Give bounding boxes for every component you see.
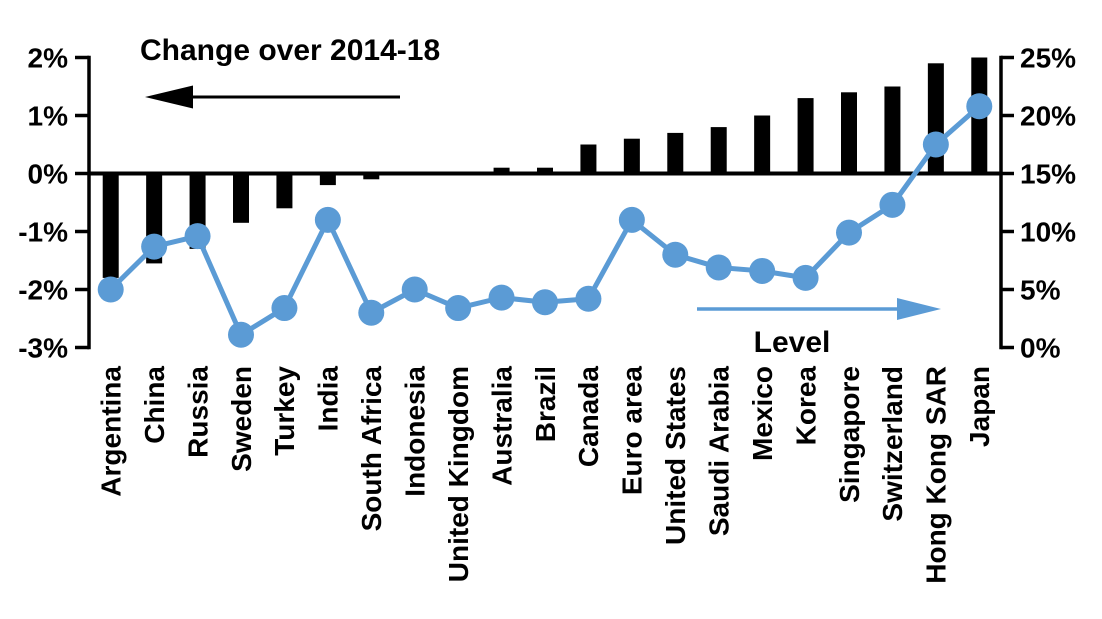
- bar-switzerland: [884, 86, 901, 174]
- category-label-indonesia: Indonesia: [400, 366, 431, 497]
- bar-korea: [797, 98, 814, 174]
- left-arrow-icon: [145, 85, 193, 109]
- bar-saudi-arabia: [710, 127, 727, 174]
- bar-mexico: [754, 115, 771, 174]
- level-marker-korea: [792, 264, 819, 291]
- category-label-hong-kong-sar: Hong Kong SAR: [921, 366, 952, 584]
- bar-australia: [493, 167, 510, 174]
- left-axis-tick-label: 1%: [28, 100, 69, 131]
- bar-india: [319, 173, 336, 186]
- category-label-russia: Russia: [182, 366, 213, 458]
- level-marker-canada: [575, 285, 602, 312]
- level-marker-argentina: [97, 276, 124, 303]
- category-label-united-states: United States: [660, 366, 691, 545]
- category-label-japan: Japan: [964, 366, 995, 447]
- category-axis-labels: Argentina China Russia Sweden Turkey India Sou…: [96, 366, 996, 584]
- level-marker-euro-area: [618, 206, 645, 233]
- category-label-india: India: [313, 366, 344, 432]
- level-marker-saudi-arabia: [705, 254, 732, 281]
- level-marker-japan: [966, 93, 993, 120]
- level-marker-brazil: [532, 289, 558, 316]
- level-marker-turkey: [271, 295, 298, 322]
- level-marker-united-states: [662, 241, 689, 268]
- right-series-annotation: Level: [697, 298, 941, 359]
- bar-argentina: [102, 173, 119, 278]
- bar-turkey: [276, 173, 293, 209]
- right-axis-tick-label: 0%: [1020, 332, 1061, 363]
- left-axis-tick-label: -2%: [18, 274, 68, 305]
- level-marker-indonesia: [401, 276, 428, 303]
- line-series: [97, 93, 993, 348]
- bar-series: [102, 57, 988, 278]
- category-label-korea: Korea: [790, 366, 821, 446]
- right-axis-tick-label: 5%: [1020, 274, 1061, 305]
- category-label-sweden: Sweden: [226, 366, 257, 472]
- bar-brazil: [537, 167, 553, 174]
- level-marker-sweden: [228, 321, 254, 348]
- level-marker-hong-kong-sar: [922, 131, 949, 158]
- level-marker-singapore: [836, 219, 862, 246]
- level-marker-south-africa: [358, 299, 385, 326]
- right-axis-tick-label: 15%: [1020, 158, 1076, 189]
- category-label-mexico: Mexico: [747, 366, 778, 461]
- right-axis-tick-label: 10%: [1020, 216, 1076, 247]
- left-axis-tick-label: -3%: [18, 332, 68, 363]
- left-axis-tick-label: 0%: [28, 158, 69, 189]
- category-label-united-kingdom: United Kingdom: [443, 366, 474, 582]
- category-label-argentina: Argentina: [96, 366, 127, 497]
- category-label-turkey: Turkey: [269, 366, 300, 456]
- level-marker-russia: [184, 223, 211, 250]
- level-marker-mexico: [749, 257, 776, 284]
- level-marker-united-kingdom: [445, 295, 472, 322]
- axes: 2% 1% 0% -1% -2% -3% 25% 20% 15% 10% 5% 0%: [18, 42, 1076, 363]
- left-series-title: Change over 2014-18: [140, 34, 440, 67]
- category-label-singapore: Singapore: [834, 366, 865, 503]
- category-label-switzerland: Switzerland: [877, 366, 908, 522]
- bar-united-states: [667, 132, 684, 174]
- category-label-euro-area: Euro area: [617, 366, 648, 496]
- level-marker-china: [141, 233, 168, 260]
- category-label-south-africa: South Africa: [356, 366, 387, 532]
- bar-euro-area: [623, 138, 640, 174]
- right-axis-tick-label: 20%: [1020, 100, 1076, 131]
- left-axis-tick-label: -1%: [18, 216, 68, 247]
- category-label-saudi-arabia: Saudi Arabia: [704, 366, 735, 537]
- bar-sweden: [233, 173, 249, 223]
- level-marker-india: [314, 206, 341, 233]
- bar-south-africa: [363, 173, 380, 180]
- right-axis-tick-label: 25%: [1020, 42, 1076, 73]
- category-label-brazil: Brazil: [530, 366, 561, 442]
- category-label-australia: Australia: [486, 366, 517, 486]
- category-label-china: China: [139, 366, 170, 444]
- right-series-title: Level: [754, 326, 831, 359]
- level-marker-australia: [488, 284, 515, 311]
- left-axis-tick-label: 2%: [28, 42, 69, 73]
- right-arrow-icon: [897, 298, 941, 320]
- category-label-canada: Canada: [573, 366, 604, 468]
- bar-canada: [580, 144, 597, 174]
- left-series-annotation: Change over 2014-18: [140, 34, 440, 109]
- bar-singapore: [841, 92, 857, 174]
- level-marker-switzerland: [879, 191, 906, 218]
